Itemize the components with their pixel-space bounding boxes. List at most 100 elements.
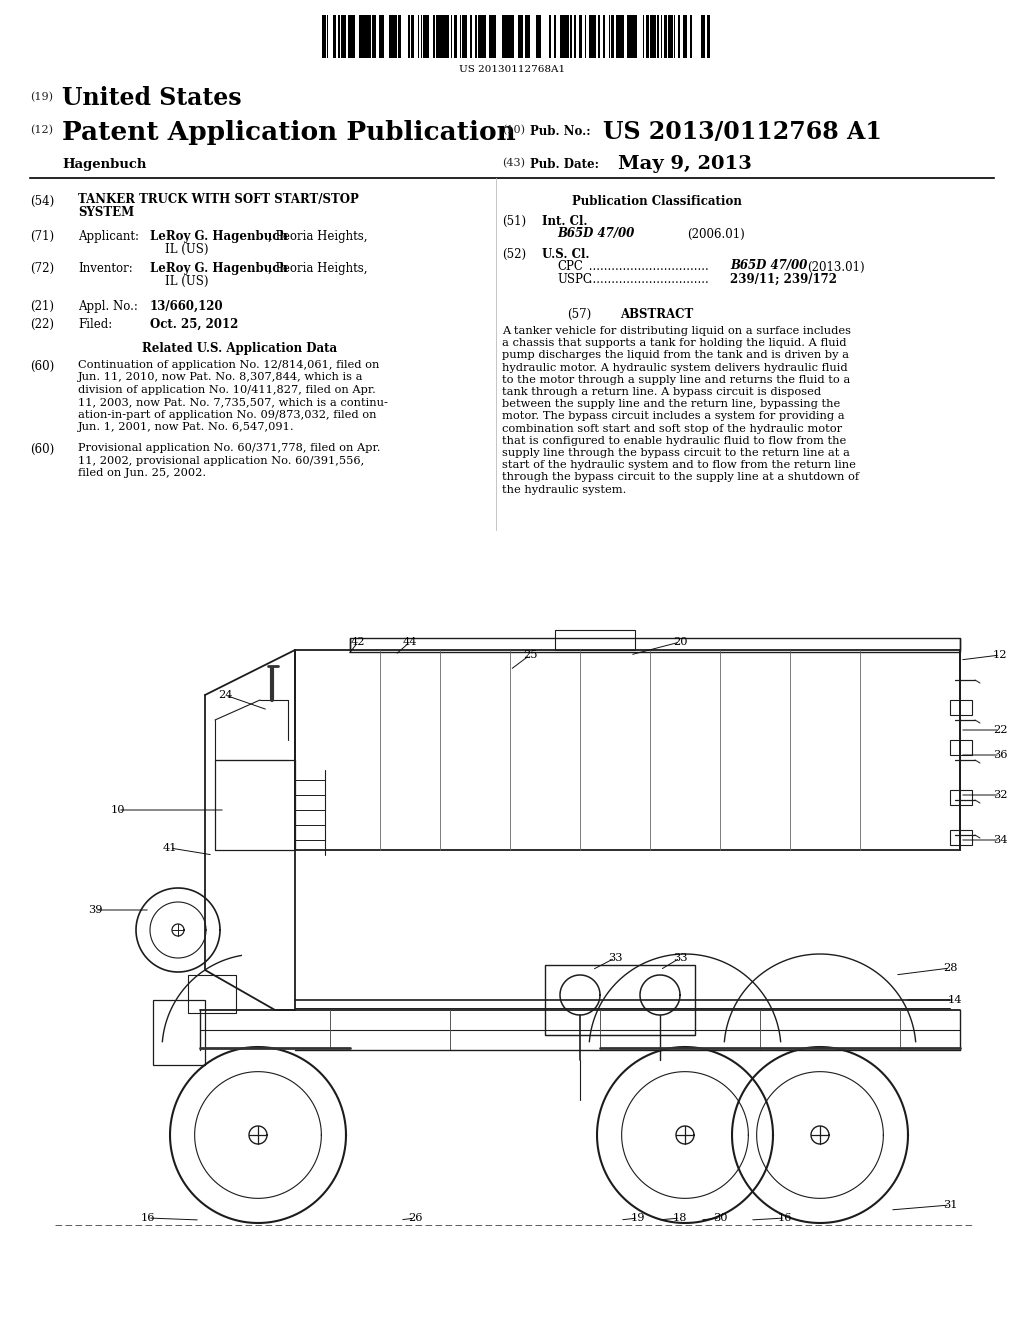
Bar — [527, 15, 529, 58]
Bar — [406, 15, 408, 58]
Bar — [546, 15, 549, 58]
Bar — [510, 15, 512, 58]
Bar — [596, 15, 598, 58]
Text: , Peoria Heights,: , Peoria Heights, — [268, 261, 368, 275]
Text: 16: 16 — [140, 1213, 156, 1224]
Bar — [359, 15, 361, 58]
Text: motor. The bypass circuit includes a system for providing a: motor. The bypass circuit includes a sys… — [502, 412, 845, 421]
Bar — [644, 15, 646, 58]
Text: 20: 20 — [673, 638, 687, 647]
Text: (52): (52) — [502, 248, 526, 261]
Text: hydraulic motor. A hydraulic system delivers hydraulic fluid: hydraulic motor. A hydraulic system deli… — [502, 363, 848, 372]
Bar — [338, 15, 340, 58]
Bar — [439, 15, 441, 58]
Bar — [634, 15, 636, 58]
Bar — [377, 15, 379, 58]
Bar — [496, 15, 499, 58]
Text: ABSTRACT: ABSTRACT — [621, 308, 693, 321]
Text: 22: 22 — [992, 725, 1008, 735]
Bar — [470, 15, 472, 58]
Text: 36: 36 — [992, 750, 1008, 760]
Bar — [574, 15, 575, 58]
Bar — [690, 15, 692, 58]
Bar — [514, 15, 516, 58]
Bar — [472, 15, 474, 58]
Text: 24: 24 — [218, 690, 232, 700]
Bar — [616, 15, 618, 58]
Bar — [295, 649, 961, 850]
Text: United States: United States — [62, 86, 242, 110]
Bar — [624, 15, 626, 58]
Text: US 20130112768A1: US 20130112768A1 — [459, 65, 565, 74]
Bar — [566, 15, 568, 58]
Text: 42: 42 — [351, 638, 366, 647]
Text: 28: 28 — [943, 964, 957, 973]
Text: Provisional application No. 60/371,778, filed on Apr.: Provisional application No. 60/371,778, … — [78, 444, 381, 453]
Bar — [654, 15, 656, 58]
Text: May 9, 2013: May 9, 2013 — [618, 154, 752, 173]
Bar — [664, 15, 667, 58]
Text: 34: 34 — [992, 836, 1008, 845]
Bar — [707, 15, 710, 58]
Bar — [379, 15, 381, 58]
Text: ................................: ................................ — [585, 273, 709, 286]
Bar — [555, 630, 635, 649]
Bar — [444, 15, 447, 58]
Bar — [627, 15, 629, 58]
Bar — [411, 15, 414, 58]
Bar — [950, 700, 972, 715]
Bar — [701, 15, 705, 58]
Text: combination soft start and soft stop of the hydraulic motor: combination soft start and soft stop of … — [502, 424, 842, 433]
Bar — [687, 15, 690, 58]
Text: 41: 41 — [163, 843, 177, 853]
Text: Continuation of application No. 12/814,061, filed on: Continuation of application No. 12/814,0… — [78, 360, 379, 370]
Text: Jun. 1, 2001, now Pat. No. 6,547,091.: Jun. 1, 2001, now Pat. No. 6,547,091. — [78, 422, 295, 433]
Bar — [427, 15, 429, 58]
Bar — [486, 15, 489, 58]
Bar — [188, 975, 236, 1012]
Text: tank through a return line. A bypass circuit is disposed: tank through a return line. A bypass cir… — [502, 387, 821, 397]
Bar — [583, 15, 585, 58]
Bar — [685, 15, 687, 58]
Bar — [575, 15, 579, 58]
Bar — [374, 15, 376, 58]
Bar — [598, 15, 600, 58]
Text: to the motor through a supply line and returns the fluid to a: to the motor through a supply line and r… — [502, 375, 850, 385]
Text: 33: 33 — [673, 953, 687, 964]
Text: 44: 44 — [402, 638, 417, 647]
Text: USPC: USPC — [557, 273, 592, 286]
Bar — [605, 15, 607, 58]
Text: Int. Cl.: Int. Cl. — [542, 215, 588, 228]
Text: IL (US): IL (US) — [165, 243, 209, 256]
Text: (57): (57) — [567, 308, 591, 321]
Bar — [481, 15, 483, 58]
Text: (19): (19) — [30, 92, 53, 103]
Bar — [950, 741, 972, 755]
Bar — [454, 15, 456, 58]
Text: (21): (21) — [30, 300, 54, 313]
Text: 10: 10 — [111, 805, 125, 814]
Bar — [521, 15, 523, 58]
Text: ation-in-part of application No. 09/873,032, filed on: ation-in-part of application No. 09/873,… — [78, 411, 377, 420]
Bar — [429, 15, 432, 58]
Bar — [675, 15, 678, 58]
Bar — [650, 15, 652, 58]
Bar — [523, 15, 525, 58]
Text: between the supply line and the return line, bypassing the: between the supply line and the return l… — [502, 399, 841, 409]
Bar — [611, 15, 614, 58]
Bar — [348, 15, 351, 58]
Bar — [393, 15, 395, 58]
Text: Inventor:: Inventor: — [78, 261, 133, 275]
Text: 13/660,120: 13/660,120 — [150, 300, 223, 313]
Bar — [614, 15, 616, 58]
Bar — [372, 15, 374, 58]
Bar — [519, 15, 521, 58]
Bar — [683, 15, 685, 58]
Text: (2013.01): (2013.01) — [807, 260, 864, 273]
Bar — [544, 15, 546, 58]
Text: Patent Application Publication: Patent Application Publication — [62, 120, 516, 145]
Text: division of application No. 10/411,827, filed on Apr.: division of application No. 10/411,827, … — [78, 385, 376, 395]
Bar — [678, 15, 680, 58]
Text: that is configured to enable hydraulic fluid to flow from the: that is configured to enable hydraulic f… — [502, 436, 846, 446]
Bar — [330, 15, 333, 58]
